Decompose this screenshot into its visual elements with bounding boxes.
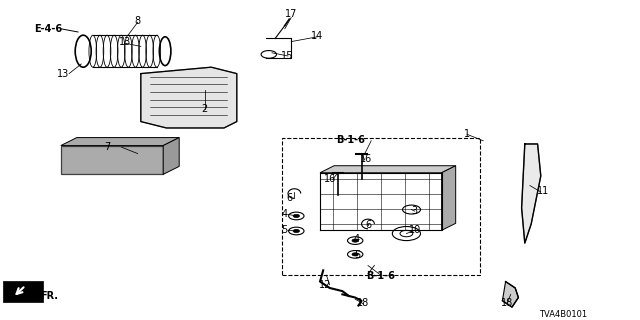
Text: B-1-6: B-1-6	[336, 135, 365, 145]
Bar	[3, 281, 43, 302]
Text: 18: 18	[501, 298, 514, 308]
Text: B-1-6: B-1-6	[366, 271, 396, 281]
Text: 10: 10	[408, 225, 421, 235]
Text: 17: 17	[285, 9, 298, 20]
Text: 15: 15	[280, 51, 293, 61]
Text: 12: 12	[319, 280, 332, 290]
Circle shape	[293, 214, 300, 218]
Text: 4: 4	[281, 209, 287, 219]
Text: 4: 4	[354, 234, 360, 244]
Text: 3: 3	[412, 205, 418, 215]
Text: 18: 18	[357, 298, 370, 308]
Polygon shape	[442, 166, 456, 230]
Text: 7: 7	[104, 141, 111, 152]
Text: TVA4B0101: TVA4B0101	[539, 310, 588, 319]
Circle shape	[352, 239, 358, 242]
Bar	[282, 138, 480, 275]
Text: 5: 5	[281, 225, 287, 235]
Polygon shape	[320, 166, 456, 173]
Polygon shape	[163, 138, 179, 174]
Text: 6: 6	[365, 220, 372, 230]
Text: 13: 13	[56, 69, 69, 79]
Text: 6: 6	[287, 193, 293, 203]
Polygon shape	[522, 144, 541, 243]
Text: 11: 11	[536, 186, 549, 196]
Text: 5: 5	[354, 250, 360, 260]
Text: 13: 13	[118, 37, 131, 47]
Polygon shape	[141, 67, 237, 128]
Circle shape	[352, 253, 358, 256]
Polygon shape	[61, 138, 179, 146]
Circle shape	[293, 229, 300, 233]
Polygon shape	[502, 282, 518, 307]
Text: E-4-6: E-4-6	[34, 24, 62, 34]
Text: 1: 1	[464, 129, 470, 139]
FancyBboxPatch shape	[61, 146, 163, 174]
Text: 16: 16	[360, 154, 372, 164]
Text: FR.: FR.	[40, 291, 58, 301]
Text: 8: 8	[134, 16, 141, 26]
Text: 14: 14	[311, 31, 324, 41]
Text: 2: 2	[202, 104, 208, 114]
Text: 16: 16	[323, 173, 336, 184]
